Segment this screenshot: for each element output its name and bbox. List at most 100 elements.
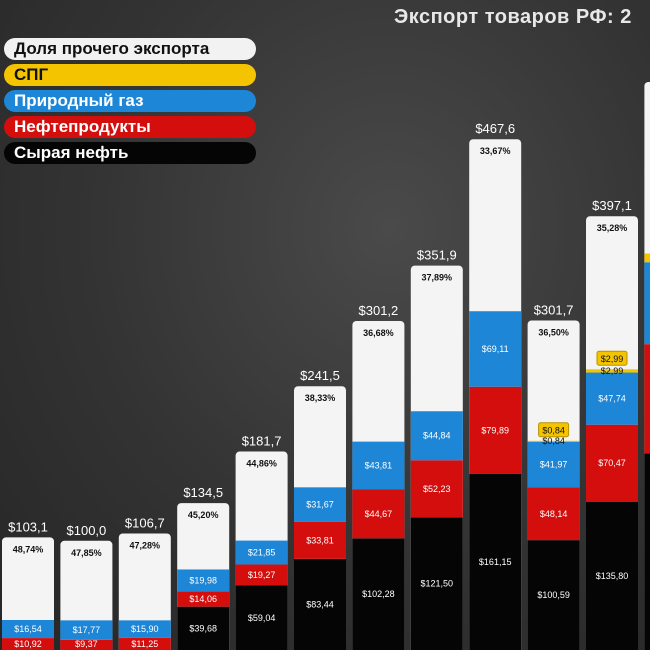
bar-gas-label: $16,54 bbox=[14, 624, 42, 634]
bar-gas-label: $47,74 bbox=[598, 394, 626, 404]
legend-item-other: Доля прочего экспорта bbox=[4, 38, 256, 60]
bar-lng-badge-label: $0,84 bbox=[542, 425, 565, 435]
bar-lng-label: $0,84 bbox=[542, 436, 565, 446]
bar-oilprod-label: $79,89 bbox=[481, 425, 509, 435]
bar-gas-label: $31,67 bbox=[306, 500, 334, 510]
bar-other-pct-label: 33,67% bbox=[480, 146, 511, 156]
bar-other-pct-label: 37,89% bbox=[422, 273, 453, 283]
bar-oilprod-segment bbox=[644, 344, 650, 454]
bar-oilprod-label: $70,47 bbox=[598, 458, 626, 468]
bar-total-label: $351,9 bbox=[417, 248, 457, 263]
bar-1: $10,92 $16,54 $103,1 48,74% bbox=[2, 519, 54, 650]
bar-total-label: $106,7 bbox=[125, 515, 165, 530]
bar-2: $9,37 $17,77 $100,0 47,85% bbox=[60, 523, 113, 650]
bar-gas-segment bbox=[352, 441, 405, 490]
bar-other-pct-label: 35,28% bbox=[597, 223, 628, 233]
bar-lng-segment bbox=[527, 440, 580, 442]
bar-other-pct-label: 45,20% bbox=[188, 510, 219, 520]
bar-crude-segment bbox=[410, 517, 463, 650]
bar-oilprod-segment bbox=[2, 638, 54, 650]
bar-gas-label: $69,11 bbox=[482, 344, 509, 354]
bar-crude-segment bbox=[235, 585, 288, 650]
bar-gas-label: $19,98 bbox=[189, 575, 217, 585]
bar-3: $11,25 $15,90 $106,7 47,28% bbox=[118, 515, 171, 650]
bar-oilprod-segment bbox=[410, 460, 463, 518]
legend-item-gas: Природный газ bbox=[4, 90, 256, 112]
bar-crude-segment bbox=[352, 538, 405, 650]
bar-oilprod-segment bbox=[235, 564, 288, 586]
bar-oilprod-segment bbox=[469, 386, 522, 474]
bar-oilprod-segment bbox=[586, 424, 638, 502]
bar-9: $161,15 $79,89 $69,11 $467,6 33,67% bbox=[469, 121, 522, 650]
bar-oilprod-label: $11,25 bbox=[131, 639, 158, 649]
bar-4: $39,68 $14,06 $19,98 $134,5 45,20% bbox=[177, 485, 230, 650]
bar-oilprod-label: $48,14 bbox=[540, 509, 568, 519]
bar-lng-label: $2,99 bbox=[601, 366, 624, 376]
bar-crude-label: $161,15 bbox=[479, 557, 512, 567]
bar-gas-label: $17,77 bbox=[73, 625, 101, 635]
bar-gas-segment bbox=[294, 487, 346, 522]
bar-gas-label: $44,84 bbox=[423, 431, 451, 441]
legend-item-crude: Сырая нефть bbox=[4, 142, 256, 164]
bar-lng-badge-label: $2,99 bbox=[601, 354, 624, 364]
bar-10: $100,59 $48,14 $41,97 $0,84$0,84 $301,7 36,50… bbox=[527, 302, 580, 650]
bar-total-label: $103,1 bbox=[8, 519, 48, 534]
bar-crude-label: $135,80 bbox=[596, 571, 629, 581]
bar-lng-segment bbox=[644, 253, 650, 263]
bar-lng-badge bbox=[538, 422, 570, 438]
bar-oilprod-label: $14,06 bbox=[189, 594, 217, 604]
bar-gas-segment bbox=[469, 311, 522, 387]
bar-oilprod-label: $44,67 bbox=[365, 509, 393, 519]
bar-oilprod-label: $9,37 bbox=[75, 639, 98, 649]
bar-lng-segment bbox=[586, 369, 638, 373]
bar-crude-segment bbox=[527, 540, 580, 650]
bar-gas-segment bbox=[644, 262, 650, 345]
legend-item-oilprod: Нефтепродукты bbox=[4, 116, 256, 138]
bar-oilprod-label: $52,23 bbox=[423, 484, 451, 494]
bar-gas-segment bbox=[410, 411, 463, 461]
bar-lng-badge bbox=[596, 350, 628, 366]
bar-gas-label: $21,85 bbox=[248, 548, 276, 558]
bar-crude-segment bbox=[469, 473, 522, 650]
bar-total-label: $134,5 bbox=[183, 485, 223, 500]
bar-crude-label: $39,68 bbox=[189, 623, 217, 633]
bar-crude-label: $102,28 bbox=[362, 589, 395, 599]
bar-oilprod-label: $10,92 bbox=[14, 639, 42, 649]
legend-item-lng: СПГ bbox=[4, 64, 256, 86]
bar-total-label: $100,0 bbox=[67, 523, 107, 538]
bar-8: $121,50 $52,23 $44,84 $351,9 37,89% bbox=[410, 248, 463, 650]
bar-oilprod-segment bbox=[294, 521, 346, 559]
bar-total-label: $467,6 bbox=[475, 121, 515, 136]
bar-7: $102,28 $44,67 $43,81 $301,2 36,68% bbox=[352, 303, 405, 650]
bar-gas-segment bbox=[527, 441, 580, 488]
bar-total-label: $241,5 bbox=[300, 368, 340, 383]
bar-gas-label: $43,81 bbox=[365, 461, 393, 471]
bar-gas-segment bbox=[235, 540, 288, 565]
bar-other-pct-label: 47,85% bbox=[71, 548, 102, 558]
bar-crude-segment bbox=[644, 453, 650, 650]
bar-crude-label: $83,44 bbox=[306, 599, 334, 609]
bar-oilprod-label: $33,81 bbox=[306, 535, 334, 545]
bar-oilprod-segment bbox=[60, 639, 113, 650]
bar-gas-segment bbox=[60, 620, 113, 640]
bar-gas-label: $41,97 bbox=[540, 460, 568, 470]
bar-total-label: $397,1 bbox=[592, 198, 632, 213]
bar-crude-segment bbox=[586, 501, 638, 650]
bar-other-pct-label: 44,86% bbox=[246, 459, 277, 469]
bar-6: $83,44 $33,81 $31,67 $241,5 38,33% bbox=[294, 368, 346, 650]
bar-oilprod-segment bbox=[118, 637, 171, 650]
bar-crude-segment bbox=[177, 606, 230, 650]
chart-title: Экспорт товаров РФ: 2 bbox=[394, 6, 632, 28]
bar-11: $135,80 $70,47 $47,74 $2,99 $2,99 $397,1 35,28… bbox=[586, 198, 638, 650]
bar-gas-segment bbox=[2, 620, 54, 639]
bar-gas-segment bbox=[118, 620, 171, 638]
bar-crude-label: $100,59 bbox=[537, 590, 570, 600]
bar-12 bbox=[644, 82, 650, 650]
bar-other-pct-label: 38,33% bbox=[305, 393, 336, 403]
bar-crude-label: $121,50 bbox=[421, 579, 454, 589]
bar-other-pct-label: 36,50% bbox=[538, 327, 569, 337]
bar-gas-segment bbox=[586, 372, 638, 425]
bar-other-pct-label: 36,68% bbox=[363, 328, 394, 338]
bar-other-pct-label: 48,74% bbox=[13, 544, 44, 554]
